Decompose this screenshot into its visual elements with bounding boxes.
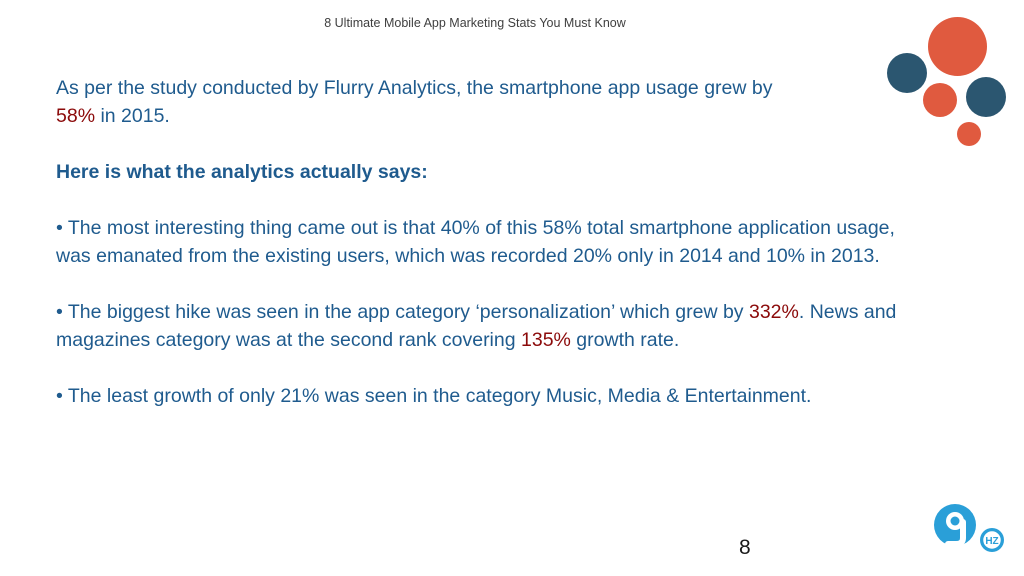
slide-body: As per the study conducted by Flurry Ana… bbox=[56, 74, 906, 410]
bullet-2-text: • The biggest hike was seen in the app c… bbox=[56, 301, 749, 323]
bullet-2: • The biggest hike was seen in the app c… bbox=[56, 298, 906, 354]
intro-text-end: in 2015. bbox=[95, 105, 170, 127]
bullet-3: • The least growth of only 21% was seen … bbox=[56, 385, 812, 407]
intro-highlight: 58% bbox=[56, 105, 96, 127]
company-logo: HZ bbox=[930, 500, 1008, 558]
bullet-2-text-end: growth rate. bbox=[570, 329, 680, 351]
circle-navy-right bbox=[966, 77, 1006, 117]
circle-navy-left bbox=[887, 53, 927, 93]
circle-orange-small bbox=[957, 122, 981, 146]
circle-orange-medium bbox=[923, 83, 957, 117]
intro-text: As per the study conducted by Flurry Ana… bbox=[56, 77, 773, 99]
bullet-2-highlight-1: 332% bbox=[748, 301, 799, 323]
bullet-2-text-mid: . News and magazines category was at the… bbox=[56, 301, 897, 351]
logo-text: HZ bbox=[985, 536, 998, 547]
circle-orange-large bbox=[928, 17, 987, 76]
intro-paragraph: As per the study conducted by Flurry Ana… bbox=[56, 74, 906, 130]
bullet-1: • The most interesting thing came out is… bbox=[56, 217, 895, 267]
section-heading: Here is what the analytics actually says… bbox=[56, 161, 428, 183]
page-number: 8 bbox=[739, 536, 751, 559]
bullet-2-highlight-2: 135% bbox=[521, 329, 571, 351]
slide-header-title: 8 Ultimate Mobile App Marketing Stats Yo… bbox=[324, 16, 626, 30]
